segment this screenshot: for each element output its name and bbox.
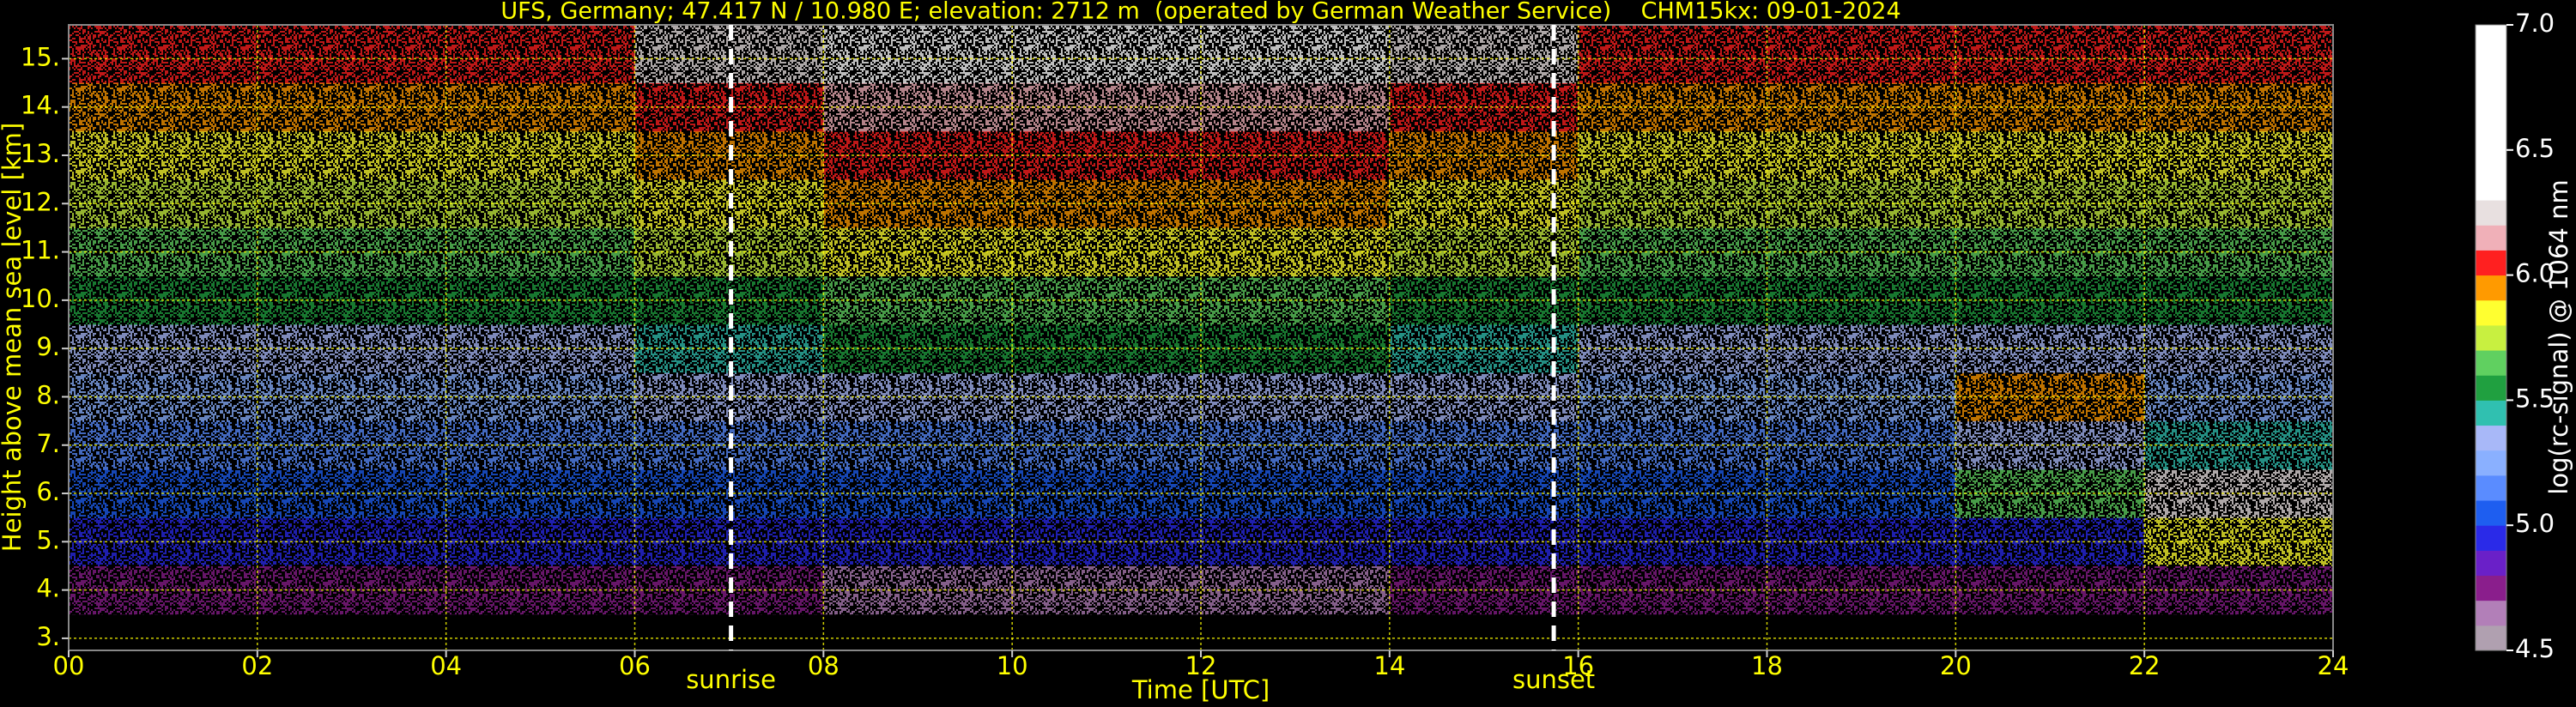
y-tick-label: 7. [36,429,60,458]
event-label: sunset [1512,665,1595,694]
colorbar-tick-label: 6.5 [2515,134,2555,163]
colorbar-swatch [2476,425,2506,451]
y-tick-label: 3. [36,622,60,651]
y-tick-label: 6. [36,477,60,506]
colorbar-swatch [2476,474,2506,501]
colorbar-swatch [2476,299,2506,326]
colorbar-swatch [2476,250,2506,276]
colorbar-swatch [2476,350,2506,376]
y-tick-label: 4. [36,574,60,603]
x-tick-label: 18 [1751,651,1783,680]
colorbar-swatch [2476,500,2506,526]
x-tick-label: 04 [430,651,462,680]
colorbar-swatch [2476,525,2506,551]
colorbar-swatch [2476,400,2506,426]
colorbar-swatch [2476,50,2506,76]
colorbar-swatch [2476,200,2506,226]
colorbar-swatch [2476,75,2506,100]
colorbar-swatch [2476,100,2506,126]
y-tick-label: 10. [21,284,60,313]
colorbar-label: log(rc-signal) @ 1064 nm [2544,179,2573,494]
grid [68,25,2334,650]
colorbar-swatch [2476,275,2506,301]
x-tick-label: 14 [1373,651,1405,680]
colorbar-swatch [2476,324,2506,351]
colorbar-swatch [2476,575,2506,601]
x-tick-label: 02 [241,651,273,680]
y-tick-label: 13. [21,139,60,168]
colorbar-tick-label: 5.0 [2515,509,2555,538]
x-tick-label: 00 [53,651,85,680]
colorbar-tick-label: 4.5 [2515,634,2555,663]
y-tick-label: 5. [36,525,60,554]
y-tick-label: 9. [36,332,60,361]
x-axis-label: Time [UTC] [1131,675,1270,704]
x-tick-label: 16 [1562,651,1594,680]
colorbar-swatch [2476,550,2506,577]
x-tick-label: 12 [1185,651,1217,680]
x-tick-label: 22 [2129,651,2161,680]
colorbar-swatch [2476,149,2506,176]
y-tick-label: 12. [21,187,60,216]
colorbar-tick-label: 7.0 [2515,9,2555,38]
colorbar-tick-label: 5.5 [2515,384,2555,413]
y-tick-label: 8. [36,380,60,409]
colorbar-swatch [2476,375,2506,401]
colorbar-tick-label: 6.0 [2515,259,2555,288]
colorbar-frame [2475,24,2507,651]
x-tick-label: 10 [997,651,1028,680]
colorbar-swatch [2476,225,2506,251]
colorbar-swatch [2476,600,2506,626]
x-tick-label: 08 [808,651,839,680]
colorbar-swatch [2476,450,2506,476]
colorbar-swatch [2476,124,2506,151]
y-tick-label: 14. [21,91,60,120]
x-tick-label: 24 [2318,651,2349,680]
y-tick-label: 15. [21,42,60,71]
y-axis-label: Height above mean sea level [km] [0,123,27,552]
colorbar-swatch [2476,625,2506,651]
x-tick-label: 06 [619,651,651,680]
y-tick-label: 11. [21,236,60,265]
colorbar-swatch [2476,174,2506,201]
chart-title: UFS, Germany; 47.417 N / 10.980 E; eleva… [500,0,1900,25]
event-label: sunrise [686,665,776,694]
colorbar-swatch [2476,25,2506,51]
x-tick-label: 20 [1940,651,1972,680]
